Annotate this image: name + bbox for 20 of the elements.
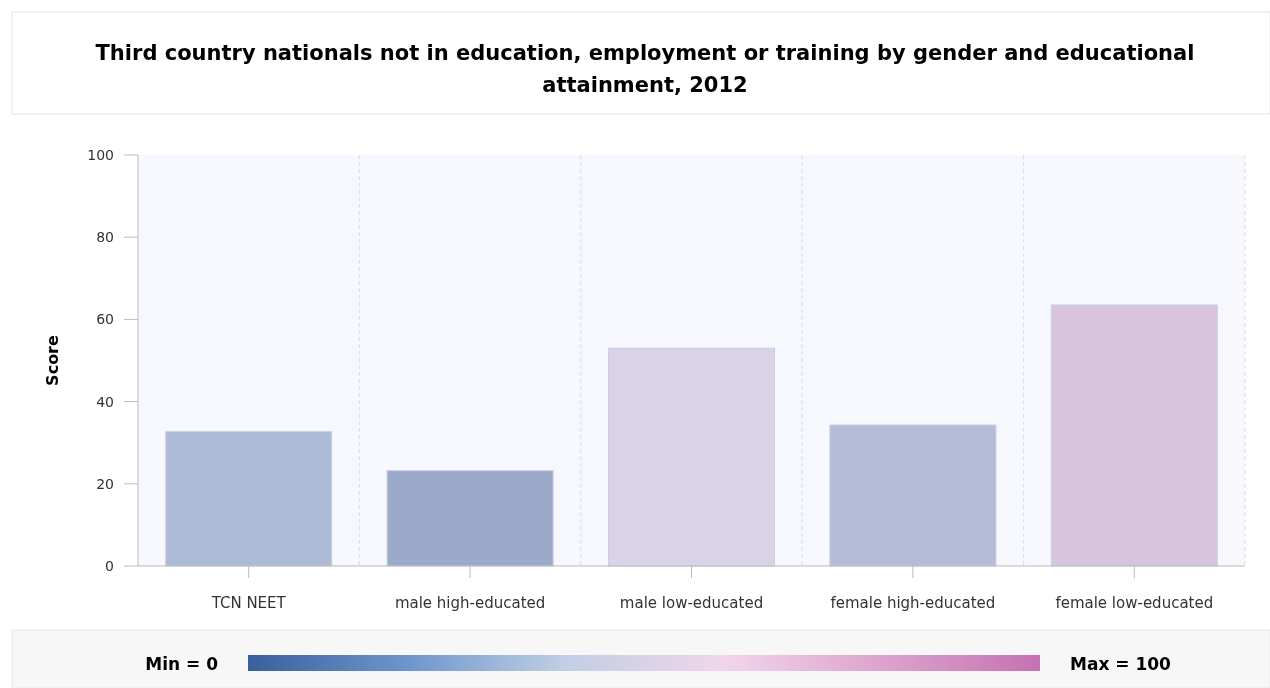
text: Max = 100	[1070, 654, 1172, 674]
x-tick-label: male low-educated	[619, 594, 764, 612]
bar	[607, 347, 776, 567]
chart-title: Third country nationals not in education, employment or training by gender and educational attainment, 2012	[95, 41, 1195, 97]
y-tick-label: 40	[96, 393, 114, 410]
text: Min = 0	[145, 654, 219, 674]
y-tick-label: 60	[96, 311, 114, 328]
x-tick-label: male high-educated	[394, 594, 546, 612]
y-axis-title: Score	[43, 334, 62, 386]
x-tick-label: female low-educated	[1055, 594, 1214, 612]
x-tick-label: female high-educated	[830, 594, 996, 612]
bar	[386, 470, 554, 567]
x-tick-label: TCN NEET	[210, 594, 287, 612]
bar	[165, 431, 333, 567]
bar	[1050, 304, 1218, 567]
bar	[829, 424, 997, 567]
y-tick-label: 0	[105, 558, 114, 574]
y-tick-label: 20	[96, 475, 114, 492]
y-tick-label: 100	[87, 147, 114, 163]
y-tick-label: 80	[96, 229, 114, 246]
